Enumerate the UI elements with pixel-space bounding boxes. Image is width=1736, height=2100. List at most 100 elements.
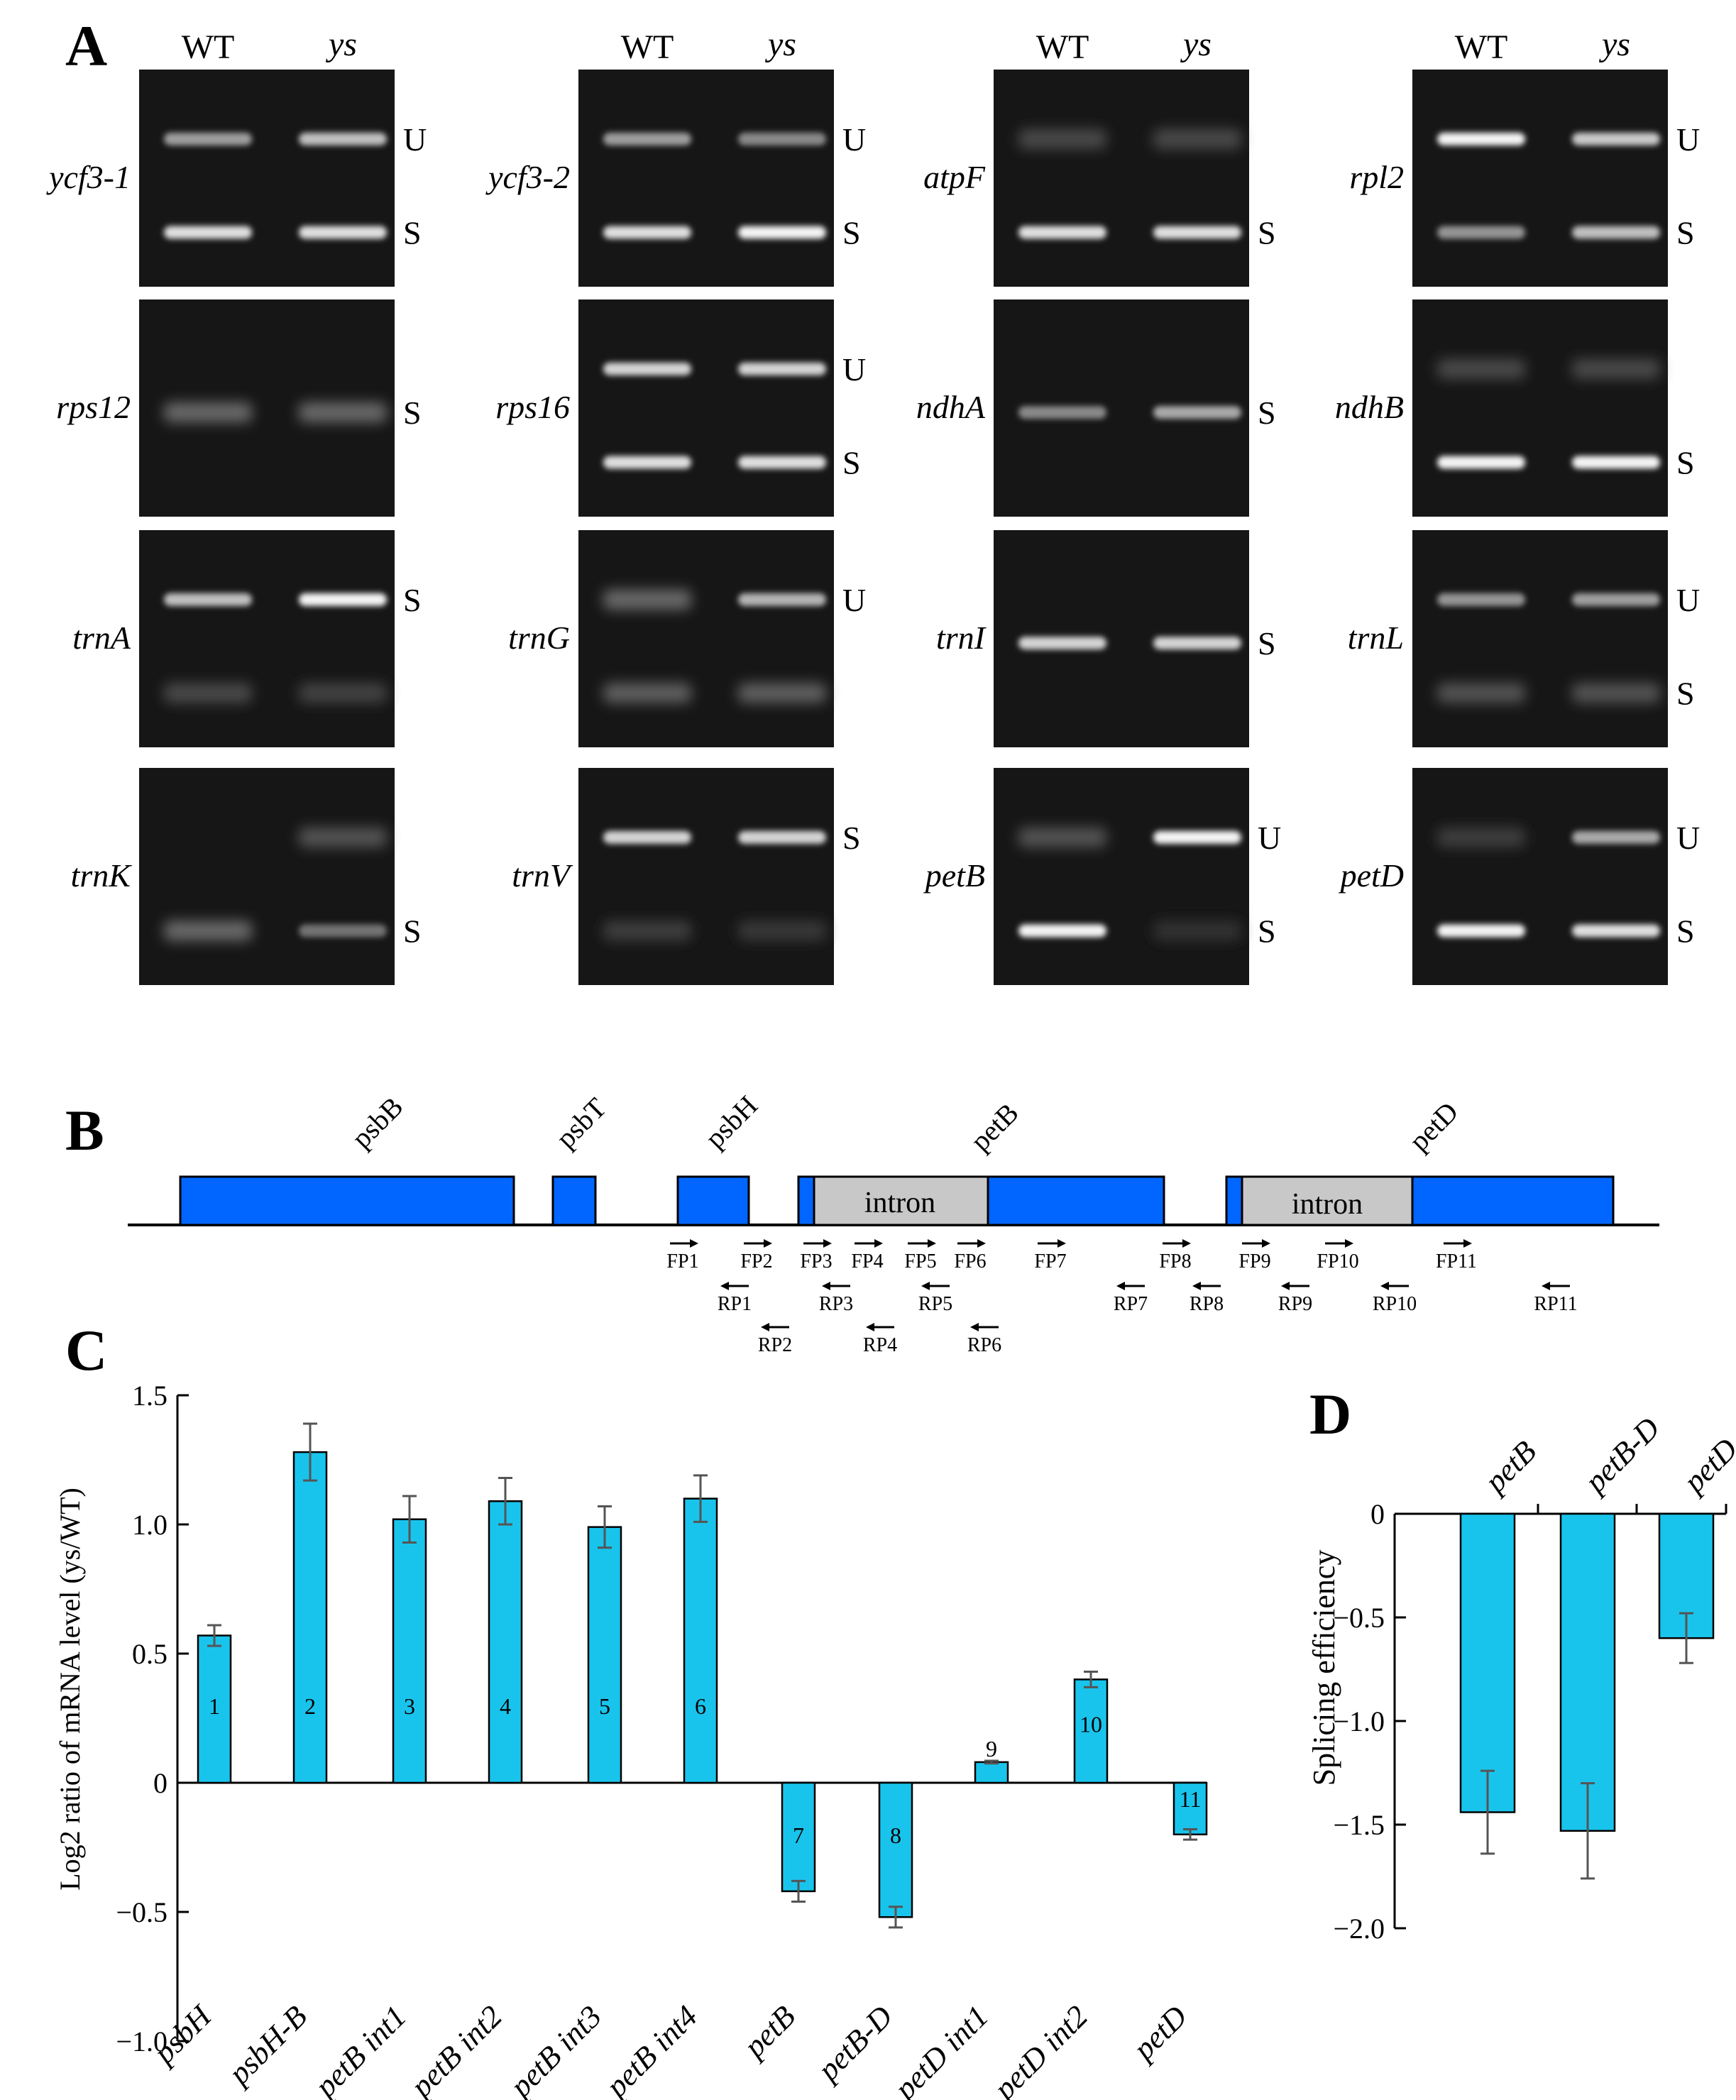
primer-label: FP11 (1436, 1250, 1477, 1272)
chart-d-ylabel: Splicing efficiency (1307, 1550, 1341, 1786)
bar-number: 3 (404, 1693, 415, 1719)
band-ys-trnK (299, 924, 387, 938)
bar-number: 6 (695, 1693, 706, 1719)
bar-petB int2 (488, 1500, 523, 1784)
primer-label: FP4 (851, 1250, 883, 1272)
primer-label: FP8 (1159, 1250, 1191, 1272)
bar-number: 11 (1180, 1786, 1202, 1812)
band-ys-rps16 (738, 362, 826, 375)
gene-name-ndhA: ndhA (916, 389, 986, 425)
reverse-primer-RP6: RP6 (967, 1323, 1001, 1356)
band-ys-atpF (1153, 128, 1241, 149)
bar-petB int3 (587, 1526, 622, 1784)
band-ys-ycf3-1 (299, 226, 387, 239)
chart-c-ylabel: Log2 ratio of mRNA level (ys/WT) (54, 1488, 86, 1891)
band-ys-ndhA (1153, 406, 1241, 419)
band-wt-ycf3-2 (603, 132, 691, 145)
lane-label-ys: ys (764, 26, 796, 63)
band-wt-atpF (1018, 128, 1106, 149)
gene-name-rps12: rps12 (56, 389, 131, 425)
band-wt-petB (1018, 827, 1106, 847)
primer-label: RP4 (863, 1334, 897, 1356)
band-ys-atpF (1153, 226, 1241, 239)
forward-primer-FP9: FP9 (1238, 1239, 1271, 1272)
band-wt-trnG (603, 589, 691, 610)
bar-number: 7 (793, 1823, 804, 1848)
primer-label: RP11 (1534, 1293, 1577, 1315)
x-category-label: petB int3 (502, 1999, 608, 2100)
band-ys-trnA (299, 593, 387, 606)
band-label-S: S (403, 582, 422, 618)
forward-primer-FP4: FP4 (851, 1239, 884, 1272)
band-wt-rpl2 (1437, 132, 1525, 145)
forward-primer-FP1: FP1 (666, 1239, 699, 1272)
arrowhead-icon (1262, 1239, 1270, 1248)
x-category-label: petD (1675, 1431, 1736, 1500)
band-label-S: S (1258, 395, 1276, 431)
band-ys-petD (1572, 830, 1660, 844)
panel-b-gene-map: B intron intron psbB psbT psbH petB petD… (65, 1089, 1659, 1356)
primer-label: FP1 (666, 1250, 698, 1272)
bar-psbH (197, 1634, 232, 1784)
x-category-label: petB int2 (402, 1999, 509, 2100)
gene-name-ndhB: ndhB (1335, 389, 1404, 425)
band-wt-trnG (603, 683, 691, 703)
band-wt-rps16 (603, 456, 691, 469)
primer-label: FP2 (740, 1250, 772, 1272)
arrowhead-icon (1281, 1282, 1290, 1290)
band-wt-petB (1018, 924, 1106, 938)
band-ys-trnG (738, 683, 826, 703)
bar-number: 9 (986, 1736, 997, 1761)
gel-background (139, 70, 395, 287)
arrowhead-icon (977, 1239, 986, 1248)
y-tick-label: −1.5 (1333, 1809, 1385, 1841)
gene-label-petD: petD (1403, 1096, 1465, 1158)
gene-name-petB: petB (923, 857, 985, 894)
gel-background (1412, 299, 1668, 517)
gene-name-trnI: trnI (936, 620, 987, 656)
band-wt-trnV (603, 920, 691, 941)
reverse-primer-RP7: RP7 (1114, 1282, 1148, 1315)
band-wt-trnV (603, 830, 691, 844)
x-category-label: petB (1476, 1434, 1543, 1500)
band-wt-trnA (164, 593, 252, 606)
reverse-primer-RP3: RP3 (819, 1282, 853, 1315)
gene-name-trnA: trnA (72, 620, 131, 656)
y-tick-label: 0 (1370, 1498, 1385, 1530)
band-wt-rps12 (164, 402, 252, 423)
band-ys-petB (1153, 830, 1241, 844)
band-ys-trnV (738, 830, 826, 844)
arrowhead-icon (921, 1282, 930, 1290)
reverse-primer-RP1: RP1 (718, 1282, 752, 1315)
band-wt-petD (1437, 827, 1525, 847)
band-wt-atpF (1018, 226, 1106, 239)
forward-primer-FP3: FP3 (800, 1239, 833, 1272)
band-label-U: U (1258, 820, 1281, 856)
bar-petB-D (1559, 1512, 1616, 1832)
intron-label-petD: intron (1292, 1188, 1363, 1221)
y-tick-label: −0.5 (116, 1896, 167, 1928)
arrowhead-icon (970, 1323, 979, 1331)
band-label-S: S (842, 820, 861, 856)
x-category-label: petB-D (809, 1999, 899, 2089)
gene-name-rpl2: rpl2 (1349, 159, 1404, 195)
gel-background (139, 530, 395, 747)
gene-name-trnV: trnV (512, 857, 573, 894)
y-tick-label: −0.5 (1333, 1602, 1385, 1634)
bar-number: 1 (209, 1693, 220, 1719)
primer-label: FP5 (904, 1250, 936, 1272)
band-ys-ndhB (1572, 358, 1660, 379)
primer-label: FP6 (954, 1250, 986, 1272)
chart-d: 0 −0.5 −1.0 −1.5 −2.0 petB petB-D petD (1333, 1410, 1736, 1945)
gene-psbH-box (676, 1175, 750, 1226)
band-ys-petD (1572, 924, 1660, 938)
